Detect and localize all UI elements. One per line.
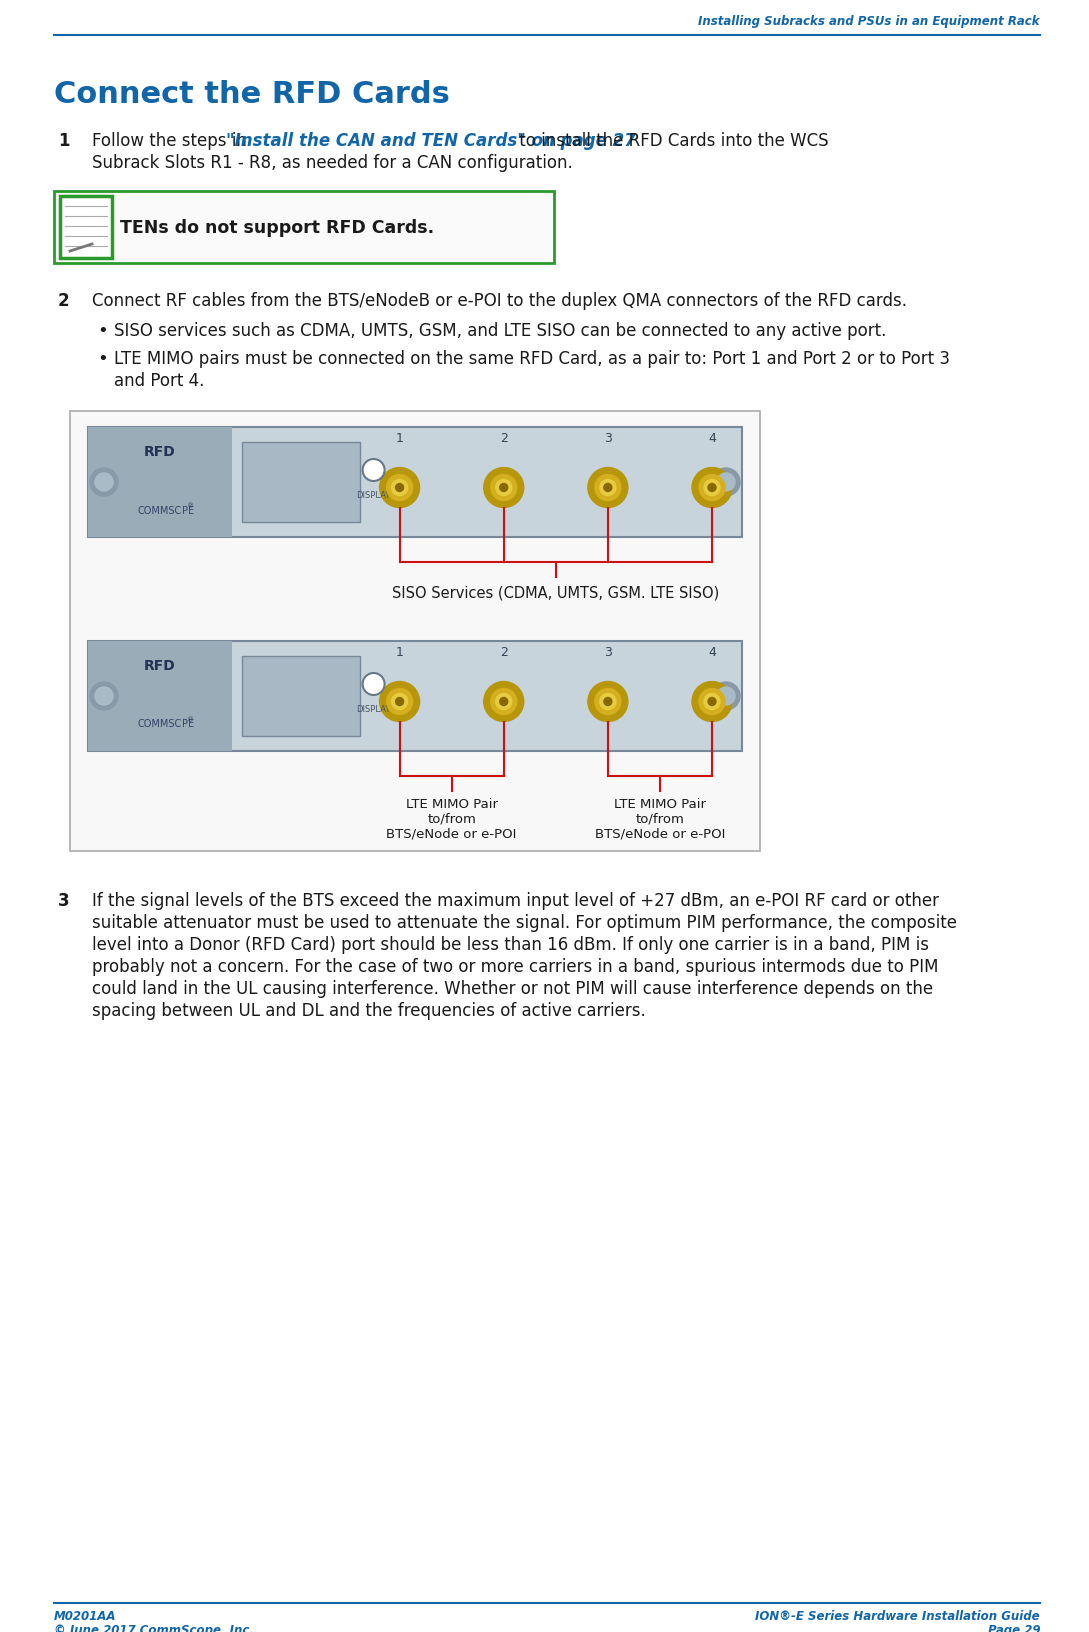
Bar <box>88 428 742 537</box>
Circle shape <box>595 475 621 501</box>
Circle shape <box>712 682 741 710</box>
Circle shape <box>595 689 621 715</box>
Circle shape <box>604 485 612 493</box>
Text: PE: PE <box>182 506 194 516</box>
Text: Follow the steps in: Follow the steps in <box>91 132 253 150</box>
Bar <box>242 658 359 736</box>
Circle shape <box>708 698 715 707</box>
Circle shape <box>380 682 419 721</box>
Bar <box>242 444 359 522</box>
Text: "Install the CAN and TEN Cards" on page 27: "Install the CAN and TEN Cards" on page … <box>227 132 636 150</box>
Text: ®: ® <box>187 716 194 723</box>
Text: DISPLAY: DISPLAY <box>356 491 391 499</box>
Text: Connect RF cables from the BTS/eNodeB or e-POI to the duplex QMA connectors of t: Connect RF cables from the BTS/eNodeB or… <box>91 292 907 310</box>
Circle shape <box>392 480 407 496</box>
Circle shape <box>717 473 735 491</box>
Text: LTE MIMO Pair
to/from
BTS/eNode or e-POI: LTE MIMO Pair to/from BTS/eNode or e-POI <box>595 798 725 840</box>
Text: spacing between UL and DL and the frequencies of active carriers.: spacing between UL and DL and the freque… <box>91 1002 646 1020</box>
Circle shape <box>495 694 512 710</box>
Text: If the signal levels of the BTS exceed the maximum input level of +27 dBm, an e-: If the signal levels of the BTS exceed t… <box>91 891 939 909</box>
Text: Connect the RFD Cards: Connect the RFD Cards <box>54 80 450 109</box>
Circle shape <box>588 468 628 508</box>
Text: © June 2017 CommScope, Inc.: © June 2017 CommScope, Inc. <box>54 1622 254 1632</box>
Circle shape <box>500 698 507 707</box>
Bar <box>88 641 232 752</box>
Text: 2: 2 <box>58 292 70 310</box>
Text: probably not a concern. For the case of two or more carriers in a band, spurious: probably not a concern. For the case of … <box>91 958 939 976</box>
Circle shape <box>387 475 413 501</box>
Text: 2: 2 <box>500 646 507 659</box>
Text: RFD: RFD <box>144 446 175 459</box>
Text: to install the RFD Cards into the WCS: to install the RFD Cards into the WCS <box>514 132 829 150</box>
Bar <box>70 411 760 852</box>
Text: COMMSC: COMMSC <box>138 720 182 730</box>
Text: RFD: RFD <box>144 659 175 672</box>
Text: SISO services such as CDMA, UMTS, GSM, and LTE SISO can be connected to any acti: SISO services such as CDMA, UMTS, GSM, a… <box>114 322 886 339</box>
Text: and Port 4.: and Port 4. <box>114 372 205 390</box>
Circle shape <box>395 485 404 493</box>
Text: 2: 2 <box>500 432 507 446</box>
Circle shape <box>392 694 407 710</box>
Circle shape <box>491 689 517 715</box>
Circle shape <box>717 687 735 705</box>
Text: Installing Subracks and PSUs in an Equipment Rack: Installing Subracks and PSUs in an Equip… <box>698 15 1040 28</box>
Circle shape <box>484 682 524 721</box>
Circle shape <box>380 468 419 508</box>
Text: LTE MIMO Pair
to/from
BTS/eNode or e-POI: LTE MIMO Pair to/from BTS/eNode or e-POI <box>387 798 517 840</box>
Bar <box>88 641 742 752</box>
Circle shape <box>95 473 113 491</box>
Text: ®: ® <box>187 503 194 509</box>
Text: COMMSC: COMMSC <box>138 506 182 516</box>
Circle shape <box>692 682 732 721</box>
Text: 4: 4 <box>708 432 715 446</box>
Circle shape <box>600 694 616 710</box>
Text: •: • <box>97 322 108 339</box>
Text: suitable attenuator must be used to attenuate the signal. For optimum PIM perfor: suitable attenuator must be used to atte… <box>91 914 957 932</box>
Text: SISO Services (CDMA, UMTS, GSM. LTE SISO): SISO Services (CDMA, UMTS, GSM. LTE SISO… <box>392 586 720 601</box>
Text: Page 29: Page 29 <box>988 1622 1040 1632</box>
Circle shape <box>692 468 732 508</box>
Text: Subrack Slots R1 - R8, as needed for a CAN configuration.: Subrack Slots R1 - R8, as needed for a C… <box>91 153 573 171</box>
Text: 4: 4 <box>708 646 715 659</box>
Circle shape <box>387 689 413 715</box>
Bar <box>60 197 112 259</box>
Circle shape <box>95 687 113 705</box>
Circle shape <box>712 468 741 496</box>
Bar <box>88 428 232 537</box>
Circle shape <box>703 694 720 710</box>
Text: 3: 3 <box>604 646 612 659</box>
Circle shape <box>363 460 384 481</box>
Circle shape <box>600 480 616 496</box>
Text: level into a Donor (RFD Card) port should be less than 16 dBm. If only one carri: level into a Donor (RFD Card) port shoul… <box>91 935 929 953</box>
Circle shape <box>699 475 725 501</box>
Text: could land in the UL causing interference. Whether or not PIM will cause interfe: could land in the UL causing interferenc… <box>91 979 933 997</box>
Text: TENs do not support RFD Cards.: TENs do not support RFD Cards. <box>120 219 435 237</box>
Circle shape <box>703 480 720 496</box>
Circle shape <box>495 480 512 496</box>
Circle shape <box>484 468 524 508</box>
Text: 3: 3 <box>604 432 612 446</box>
Circle shape <box>699 689 725 715</box>
Text: 1: 1 <box>395 432 404 446</box>
Text: 1: 1 <box>395 646 404 659</box>
Circle shape <box>588 682 628 721</box>
Text: •: • <box>97 349 108 367</box>
Text: LTE MIMO pairs must be connected on the same RFD Card, as a pair to: Port 1 and : LTE MIMO pairs must be connected on the … <box>114 349 950 367</box>
Circle shape <box>604 698 612 707</box>
Circle shape <box>491 475 517 501</box>
Circle shape <box>395 698 404 707</box>
Text: PE: PE <box>182 720 194 730</box>
Circle shape <box>708 485 715 493</box>
Text: 3: 3 <box>58 891 70 909</box>
Text: M0201AA: M0201AA <box>54 1609 117 1622</box>
Circle shape <box>363 674 384 695</box>
Circle shape <box>500 485 507 493</box>
Bar <box>54 193 554 264</box>
Text: ION®-E Series Hardware Installation Guide: ION®-E Series Hardware Installation Guid… <box>756 1609 1040 1622</box>
Text: 1: 1 <box>58 132 70 150</box>
Text: DISPLAY: DISPLAY <box>356 705 391 713</box>
Circle shape <box>90 468 118 496</box>
Circle shape <box>90 682 118 710</box>
